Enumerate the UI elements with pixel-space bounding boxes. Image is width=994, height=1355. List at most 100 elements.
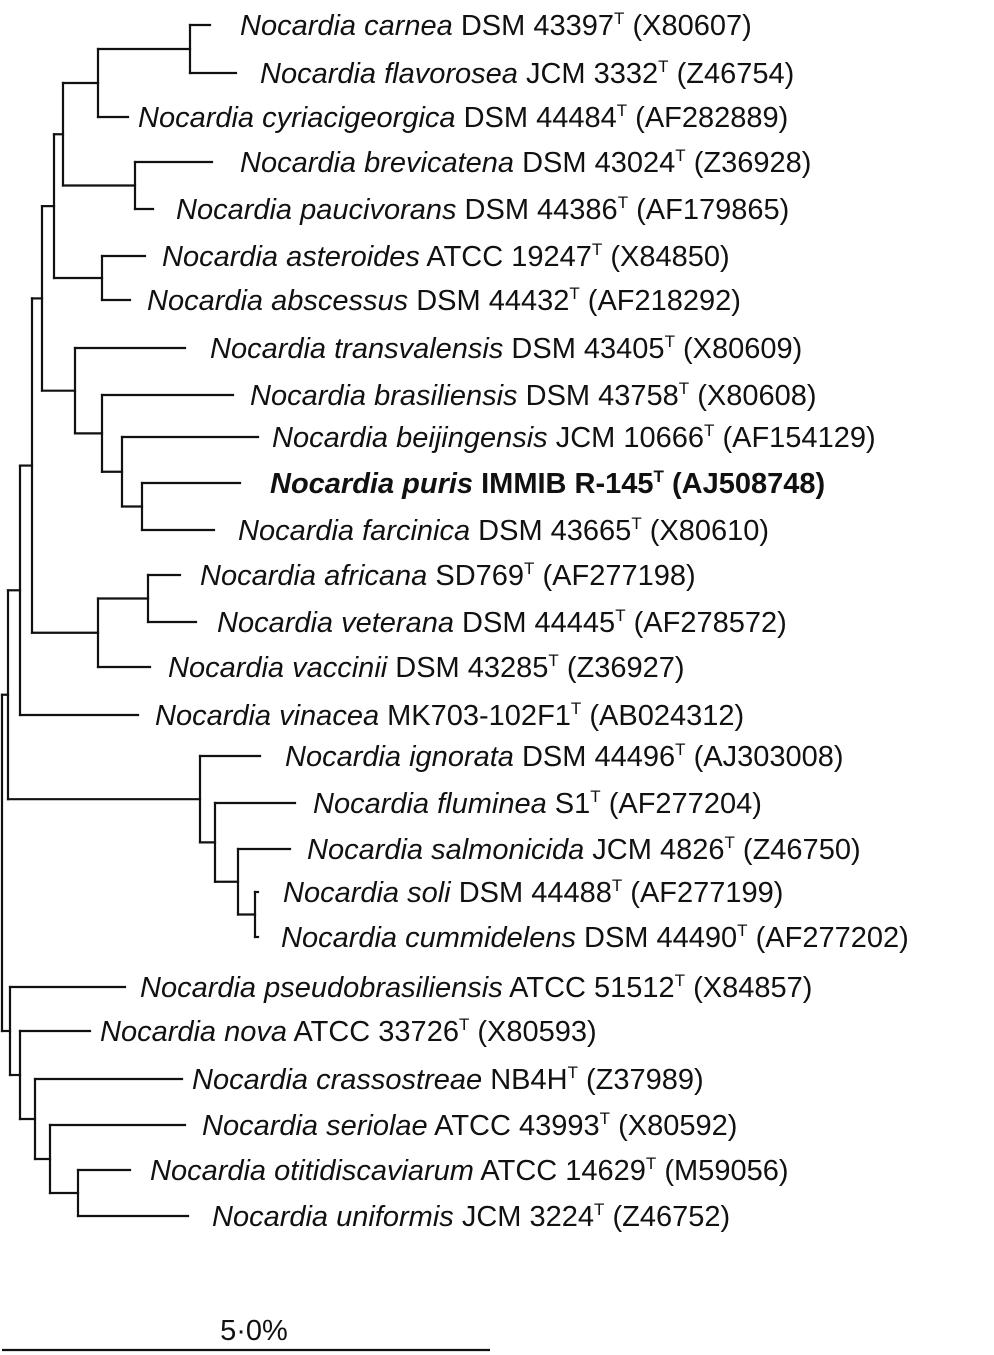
taxon-label: Nocardia pseudobrasiliensis ATCC 51512T … — [140, 971, 812, 1004]
taxon-label: Nocardia transvalensis DSM 43405T (X8060… — [210, 332, 802, 365]
type-strain-superscript: T — [569, 284, 579, 303]
taxon-labels: Nocardia carnea DSM 43397T (X80607)Nocar… — [100, 9, 909, 1233]
accession-number: (AF277199) — [622, 877, 783, 909]
species-name: Nocardia transvalensis — [210, 333, 503, 365]
strain-name: JCM 10666 — [548, 422, 704, 454]
taxon-label: Nocardia nova ATCC 33726T (X80593) — [100, 1015, 597, 1048]
species-name: Nocardia cyriacigeorgica — [138, 102, 456, 134]
type-strain-superscript: T — [524, 559, 534, 578]
strain-name: DSM 43665 — [470, 515, 631, 547]
taxon-label: Nocardia veterana DSM 44445T (AF278572) — [217, 606, 787, 639]
taxon-label: Nocardia vaccinii DSM 43285T (Z36927) — [168, 651, 685, 684]
strain-name: IMMIB R-145 — [473, 468, 653, 500]
taxon-label: Nocardia brevicatena DSM 43024T (Z36928) — [240, 146, 811, 179]
strain-name: DSM 44496 — [514, 741, 675, 773]
accession-number: (AF277204) — [601, 788, 762, 820]
taxon-label: Nocardia farcinica DSM 43665T (X80610) — [238, 514, 769, 547]
accession-number: (Z36928) — [686, 147, 812, 179]
species-name: Nocardia beijingensis — [272, 422, 548, 454]
accession-number: (AF179865) — [628, 194, 789, 226]
species-name: Nocardia fluminea — [313, 788, 547, 820]
species-name: Nocardia cummidelens — [281, 922, 576, 954]
strain-name: SD769 — [427, 560, 524, 592]
species-name: Nocardia abscessus — [147, 285, 408, 317]
taxon-label: Nocardia crassostreae NB4HT (Z37989) — [192, 1063, 704, 1096]
scale-bar-label: 5·0% — [220, 1315, 288, 1347]
type-strain-superscript: T — [548, 651, 558, 670]
type-strain-superscript: T — [675, 740, 685, 759]
strain-name: DSM 44445 — [454, 607, 615, 639]
strain-name: JCM 3332 — [518, 58, 658, 90]
type-strain-superscript: T — [679, 379, 689, 398]
strain-name: DSM 43024 — [514, 147, 675, 179]
scale-bar: 5·0% — [2, 1315, 490, 1352]
strain-name: DSM 43285 — [387, 652, 548, 684]
species-name: Nocardia farcinica — [238, 515, 470, 547]
taxon-label: Nocardia fluminea S1T (AF277204) — [313, 787, 762, 820]
strain-name: ATCC 19247 — [420, 241, 592, 273]
species-name: Nocardia nova — [100, 1016, 287, 1048]
accession-number: (X84850) — [602, 241, 729, 273]
species-name: Nocardia soli — [283, 877, 452, 909]
strain-name: MK703-102F1 — [379, 700, 571, 732]
species-name: Nocardia paucivorans — [176, 194, 456, 226]
type-strain-superscript: T — [665, 332, 675, 351]
taxon-label: Nocardia africana SD769T (AF277198) — [200, 559, 696, 592]
species-name: Nocardia otitidiscaviarum — [150, 1155, 474, 1187]
taxon-label: Nocardia paucivorans DSM 44386T (AF17986… — [176, 193, 789, 226]
taxon-label: Nocardia ignorata DSM 44496T (AJ303008) — [285, 740, 844, 773]
species-name: Nocardia uniformis — [212, 1201, 454, 1233]
strain-name: DSM 43405 — [503, 333, 664, 365]
type-strain-superscript: T — [654, 467, 665, 486]
taxon-label: Nocardia uniformis JCM 3224T (Z46752) — [212, 1200, 730, 1233]
type-strain-superscript: T — [675, 146, 685, 165]
strain-name: JCM 3224 — [454, 1201, 594, 1233]
strain-name: DSM 44488 — [451, 877, 612, 909]
species-name: Nocardia brevicatena — [240, 147, 514, 179]
accession-number: (AF282889) — [627, 102, 788, 134]
type-strain-superscript: T — [612, 876, 622, 895]
accession-number: (AF278572) — [626, 607, 787, 639]
tree-branches — [0, 23, 297, 1218]
strain-name: ATCC 51512 — [503, 972, 675, 1004]
type-strain-superscript: T — [631, 514, 641, 533]
species-name: Nocardia puris — [270, 468, 473, 500]
taxon-label: Nocardia otitidiscaviarum ATCC 14629T (M… — [150, 1154, 788, 1187]
species-name: Nocardia carnea — [240, 10, 453, 42]
accession-number: (Z46754) — [669, 58, 795, 90]
accession-number: (Z46752) — [604, 1201, 730, 1233]
taxon-label: Nocardia asteroides ATCC 19247T (X84850) — [162, 240, 730, 273]
type-strain-superscript: T — [594, 1200, 604, 1219]
taxon-label: Nocardia flavorosea JCM 3332T (Z46754) — [260, 57, 794, 90]
type-strain-superscript: T — [658, 57, 668, 76]
accession-number: (AF154129) — [714, 422, 875, 454]
strain-name: JCM 4826 — [584, 834, 724, 866]
accession-number: (AJ508748) — [664, 468, 825, 500]
accession-number: (X80593) — [469, 1016, 596, 1048]
species-name: Nocardia veterana — [217, 607, 454, 639]
species-name: Nocardia pseudobrasiliensis — [140, 972, 503, 1004]
taxon-label: Nocardia carnea DSM 43397T (X80607) — [240, 9, 752, 42]
accession-number: (AF218292) — [580, 285, 741, 317]
species-name: Nocardia asteroides — [162, 241, 420, 273]
accession-number: (X80592) — [610, 1110, 737, 1142]
strain-name: DSM 44484 — [456, 102, 617, 134]
accession-number: (X80608) — [689, 380, 816, 412]
type-strain-superscript: T — [724, 833, 734, 852]
accession-number: (X84857) — [685, 972, 812, 1004]
strain-name: ATCC 14629 — [474, 1155, 646, 1187]
type-strain-superscript: T — [571, 699, 581, 718]
strain-name: DSM 44386 — [456, 194, 617, 226]
type-strain-superscript: T — [646, 1154, 656, 1173]
type-strain-superscript: T — [675, 971, 685, 990]
type-strain-superscript: T — [614, 9, 624, 28]
accession-number: (AJ303008) — [686, 741, 844, 773]
species-name: Nocardia vaccinii — [168, 652, 389, 684]
type-strain-superscript: T — [590, 787, 600, 806]
strain-name: DSM 43397 — [453, 10, 614, 42]
taxon-label: Nocardia seriolae ATCC 43993T (X80592) — [202, 1109, 737, 1142]
species-name: Nocardia flavorosea — [260, 58, 518, 90]
type-strain-superscript: T — [617, 101, 627, 120]
accession-number: (AF277198) — [534, 560, 695, 592]
